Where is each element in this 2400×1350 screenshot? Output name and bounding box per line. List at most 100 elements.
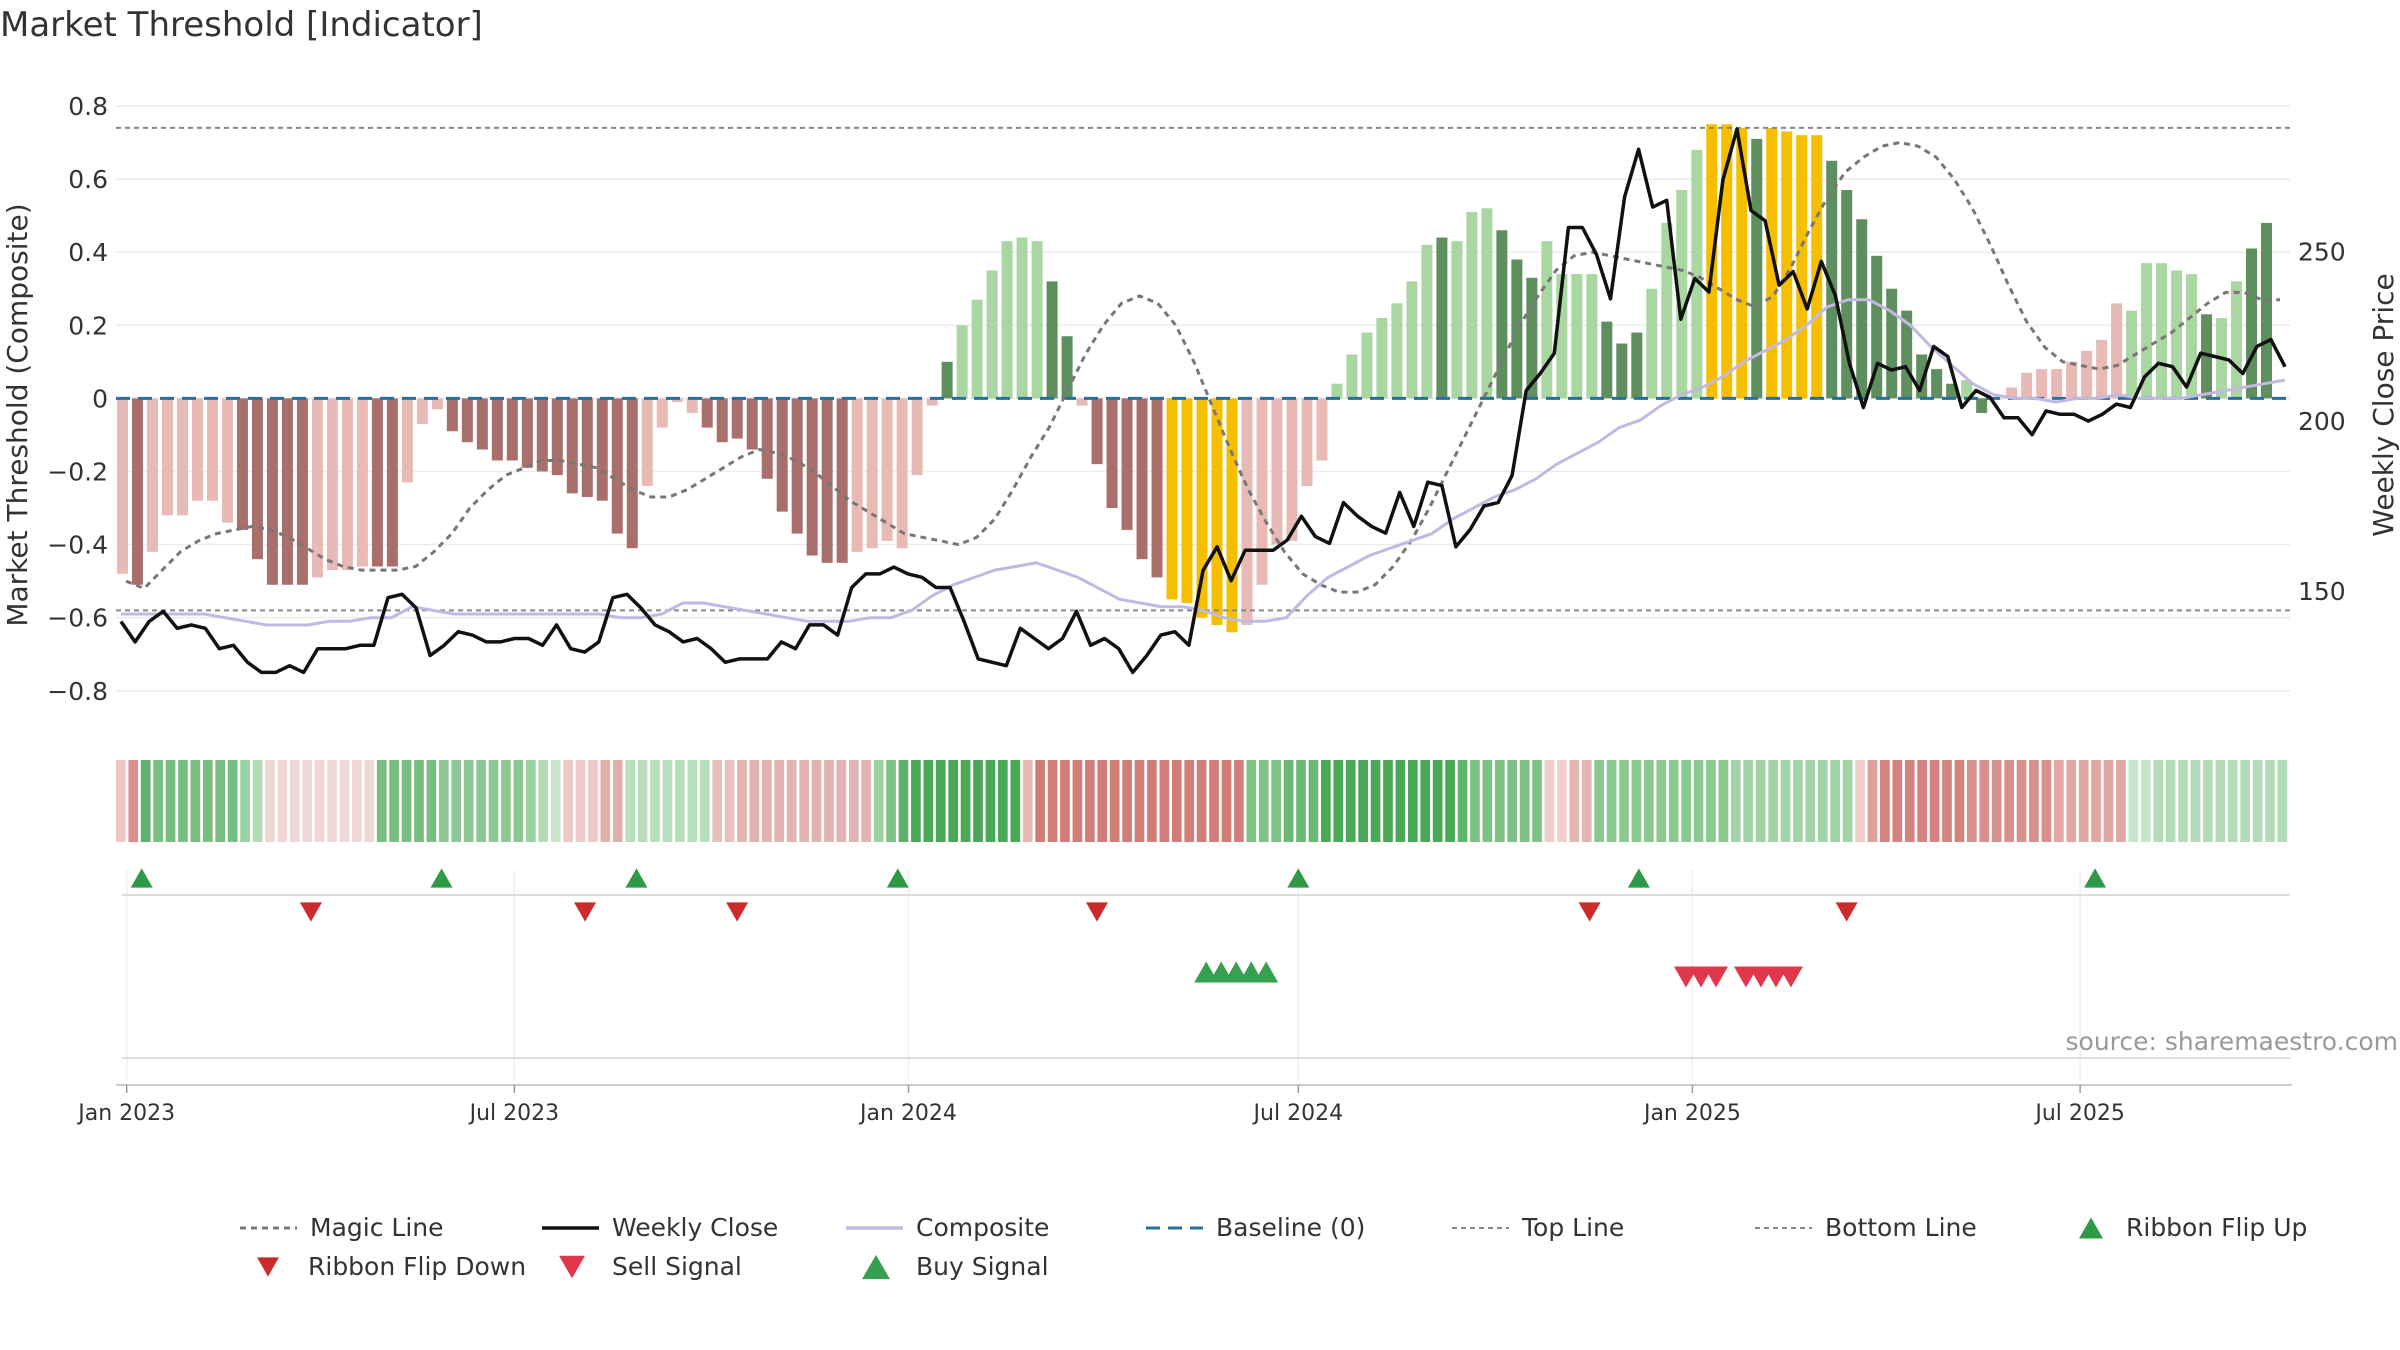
ribbon-cell — [2041, 760, 2052, 842]
ribbon-cell — [1904, 760, 1915, 842]
y-tick-label-left: −0.6 — [47, 604, 108, 633]
x-tick-label: Jul 2023 — [468, 1101, 560, 1126]
ribbon-cell — [525, 760, 536, 842]
ribbon-cell — [414, 760, 424, 842]
y-tick-label-left: −0.8 — [47, 677, 108, 706]
composite-bar — [1451, 241, 1463, 399]
composite-bar — [311, 398, 323, 578]
ribbon-flip-up-marker — [2084, 868, 2107, 888]
ribbon-cell — [712, 760, 722, 842]
ribbon-cell — [476, 760, 486, 842]
ribbon-cell — [1358, 760, 1368, 842]
ribbon-cell — [2252, 760, 2263, 842]
ribbon-cell — [1805, 760, 1816, 842]
ribbon-cell — [799, 760, 809, 842]
ribbon-cell — [1097, 760, 1108, 842]
ribbon-cell — [675, 760, 685, 842]
ribbon-cell — [1035, 760, 1045, 842]
composite-bar — [1961, 380, 1973, 399]
composite-bar — [1796, 135, 1808, 399]
composite-bar — [2141, 263, 2153, 399]
ribbon-cell — [973, 760, 983, 842]
composite-bar — [1466, 211, 1478, 399]
legend-label: Composite — [916, 1213, 1049, 1242]
ribbon-cell — [215, 760, 226, 842]
ribbon-cell — [1979, 760, 1990, 842]
ribbon-cell — [1258, 760, 1269, 842]
ribbon-cell — [1842, 760, 1853, 842]
composite-bar — [506, 398, 518, 461]
ribbon-panel — [116, 760, 2288, 842]
composite-bar — [1886, 288, 1898, 399]
legend-item-magic: Magic Line — [240, 1213, 444, 1242]
x-tick-label: Jan 2025 — [1642, 1101, 1741, 1126]
ribbon-cell — [1892, 760, 1903, 842]
composite-bar — [1901, 310, 1913, 399]
ribbon-cell — [1432, 760, 1443, 842]
ribbon-cell — [240, 760, 250, 842]
legend-swatch — [862, 1254, 890, 1280]
composite-bar — [356, 398, 368, 567]
ribbon-cell — [786, 760, 797, 842]
ribbon-cell — [140, 760, 151, 842]
composite-bar — [206, 398, 218, 501]
composite-bar — [986, 270, 998, 399]
ribbon-cell — [1134, 760, 1145, 842]
ribbon-flip-up-marker — [130, 868, 153, 888]
composite-bar — [1571, 274, 1583, 399]
composite-bar — [1331, 383, 1343, 399]
composite-bar — [2186, 274, 2198, 399]
ribbon-cell — [1929, 760, 1940, 842]
legend-item-bottom: Bottom Line — [1755, 1213, 1977, 1242]
ribbon-cell — [637, 760, 648, 842]
composite-bar — [1226, 398, 1238, 633]
legend-label: Ribbon Flip Up — [2126, 1213, 2307, 1242]
composite-bar — [1061, 336, 1073, 399]
ribbon-cell — [960, 760, 971, 842]
ribbon-cell — [1271, 760, 1282, 842]
ribbon-cell — [1631, 760, 1642, 842]
x-axis: Jan 2023 Jul 2023 Jan 2024 Jul 2024 Jan 2025… — [76, 1084, 2292, 1126]
ribbon-cell — [2078, 760, 2089, 842]
ribbon-cell — [600, 760, 611, 842]
composite-bar — [971, 299, 983, 399]
ribbon-cell — [1407, 760, 1418, 842]
ribbon-flip-up-marker — [1627, 868, 1650, 888]
composite-bar — [1136, 398, 1148, 560]
composite-bar — [641, 398, 653, 487]
ribbon-cell — [2066, 760, 2077, 842]
buy-signal-marker — [1254, 961, 1279, 983]
composite-bar — [806, 398, 818, 556]
composite-bar — [251, 398, 263, 560]
ribbon-cell — [277, 760, 288, 842]
ribbon-cell — [1370, 760, 1381, 842]
composite-bar — [1916, 354, 1928, 399]
ribbon-cell — [438, 760, 449, 842]
ribbon-cell — [1793, 760, 1803, 842]
composite-bar — [1166, 398, 1178, 600]
composite-bar — [1841, 190, 1853, 399]
ribbon-cell — [998, 760, 1008, 842]
ribbon-cell — [737, 760, 747, 842]
composite-bar — [1676, 190, 1688, 399]
ribbon-cell — [1706, 760, 1716, 842]
ribbon-flip-down-marker — [726, 902, 749, 922]
ribbon-cell — [687, 760, 698, 842]
y-tick-label-right: 150 — [2298, 577, 2346, 606]
ribbon-cell — [2091, 760, 2101, 842]
composite-bar — [1046, 281, 1058, 399]
composite-bar — [266, 398, 278, 585]
composite-bar — [416, 398, 428, 424]
legend-label: Sell Signal — [612, 1252, 742, 1281]
composite-bar — [281, 398, 293, 585]
composite-bar — [236, 398, 248, 530]
composite-bar — [431, 398, 443, 410]
ribbon-cell — [2265, 760, 2275, 842]
composite-bar — [2111, 303, 2123, 399]
legend-label: Buy Signal — [916, 1252, 1049, 1281]
ribbon-cell — [1519, 760, 1530, 842]
ribbon-cell — [1321, 760, 1331, 842]
ribbon-cell — [550, 760, 561, 842]
ribbon-cell — [538, 760, 549, 842]
ribbon-cell — [190, 760, 201, 842]
